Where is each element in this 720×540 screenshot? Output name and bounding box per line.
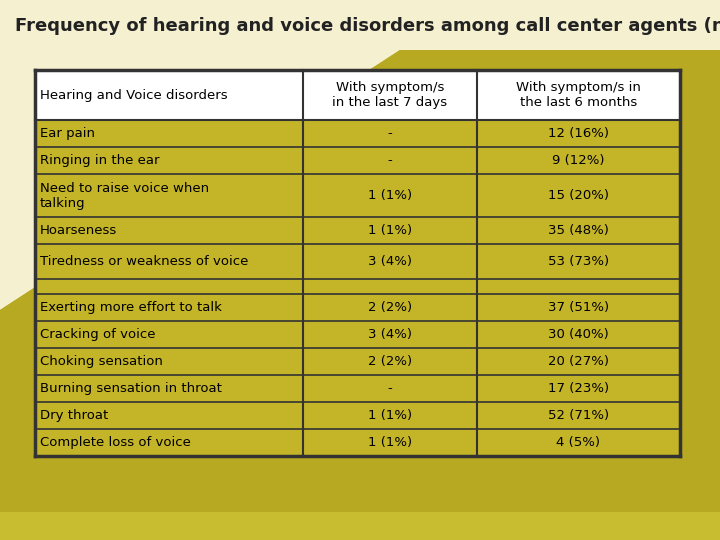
Text: Hearing and Voice disorders: Hearing and Voice disorders [40,89,228,102]
Text: 12 (16%): 12 (16%) [548,127,609,140]
Text: Complete loss of voice: Complete loss of voice [40,436,191,449]
Text: -: - [387,154,392,167]
Text: 2 (2%): 2 (2%) [368,355,412,368]
Text: 4 (5%): 4 (5%) [557,436,600,449]
Text: With symptom/s
in the last 7 days: With symptom/s in the last 7 days [332,81,447,109]
Text: Ringing in the ear: Ringing in the ear [40,154,160,167]
Text: -: - [387,382,392,395]
Text: 52 (71%): 52 (71%) [548,409,609,422]
Text: 3 (4%): 3 (4%) [368,328,412,341]
Text: Frequency of hearing and voice disorders among call center agents (n=73): Frequency of hearing and voice disorders… [15,17,720,35]
Bar [35,70,680,120]
Text: Choking sensation: Choking sensation [40,355,163,368]
Text: Need to raise voice when
talking: Need to raise voice when talking [40,181,209,210]
Text: 3 (4%): 3 (4%) [368,255,412,268]
Text: 53 (73%): 53 (73%) [548,255,609,268]
Text: Hoarseness: Hoarseness [40,224,117,237]
Text: 37 (51%): 37 (51%) [548,301,609,314]
Text: 2 (2%): 2 (2%) [368,301,412,314]
Text: Ear pain: Ear pain [40,127,95,140]
Bar [0,512,720,540]
Text: Cracking of voice: Cracking of voice [40,328,156,341]
Text: 1 (1%): 1 (1%) [368,224,412,237]
Text: 15 (20%): 15 (20%) [548,189,609,202]
Text: 1 (1%): 1 (1%) [368,189,412,202]
Polygon shape [0,0,720,310]
Text: 1 (1%): 1 (1%) [368,409,412,422]
Bar [35,70,680,456]
Text: -: - [387,127,392,140]
Polygon shape [0,50,720,540]
Text: 1 (1%): 1 (1%) [368,436,412,449]
Text: 35 (48%): 35 (48%) [548,224,609,237]
Text: 9 (12%): 9 (12%) [552,154,605,167]
Text: Dry throat: Dry throat [40,409,108,422]
Text: With symptom/s in
the last 6 months: With symptom/s in the last 6 months [516,81,641,109]
Text: Tiredness or weakness of voice: Tiredness or weakness of voice [40,255,248,268]
Text: Exerting more effort to talk: Exerting more effort to talk [40,301,222,314]
Text: Burning sensation in throat: Burning sensation in throat [40,382,222,395]
Text: 20 (27%): 20 (27%) [548,355,609,368]
Text: 17 (23%): 17 (23%) [548,382,609,395]
Text: 30 (40%): 30 (40%) [548,328,609,341]
